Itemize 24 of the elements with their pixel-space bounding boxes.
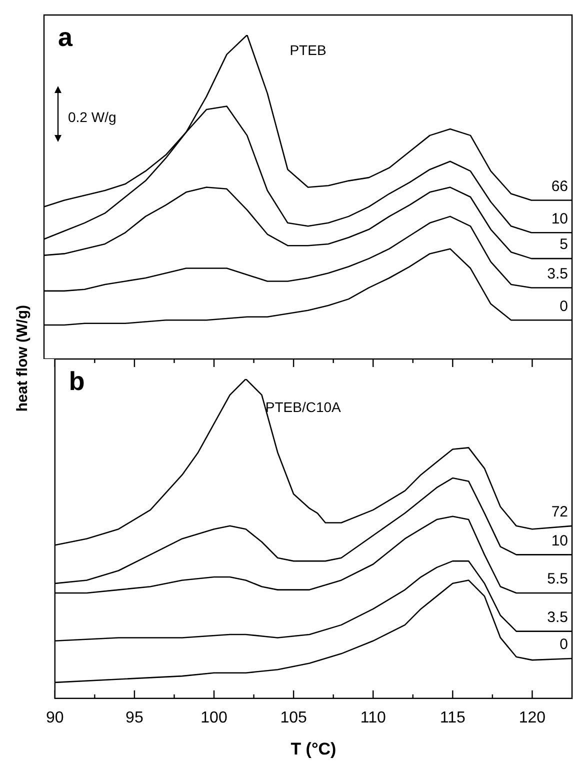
- x-tick-label: 90: [46, 709, 64, 726]
- series-label: 72: [551, 504, 568, 521]
- annotation: PTEB: [290, 42, 326, 58]
- annotation: 0.2 W/g: [68, 108, 116, 125]
- x-tick-label: 115: [440, 709, 466, 726]
- series-label: 3.5: [547, 265, 568, 282]
- x-axis-title: T (°C): [290, 739, 336, 758]
- x-tick-label: 95: [126, 709, 144, 726]
- series-label: 3.5: [547, 608, 568, 626]
- x-tick-label: 105: [280, 709, 308, 726]
- y-axis-title: heat flow (W/g): [14, 304, 30, 412]
- x-tick-label: 120: [518, 709, 546, 726]
- x-tick-label: 100: [200, 709, 228, 726]
- annotation: PTEB/C10A: [265, 398, 342, 415]
- series-label: 5.5: [547, 570, 568, 588]
- series-label: 0: [560, 298, 568, 315]
- series-label: 5: [560, 236, 568, 254]
- series-label: 0: [560, 636, 568, 654]
- x-tick-label: 110: [360, 709, 386, 726]
- annotation: a: [58, 22, 73, 52]
- annotation: b: [68, 366, 85, 396]
- series-label: 10: [551, 532, 568, 550]
- series-label: 10: [551, 210, 568, 228]
- series-label: 66: [551, 178, 568, 195]
